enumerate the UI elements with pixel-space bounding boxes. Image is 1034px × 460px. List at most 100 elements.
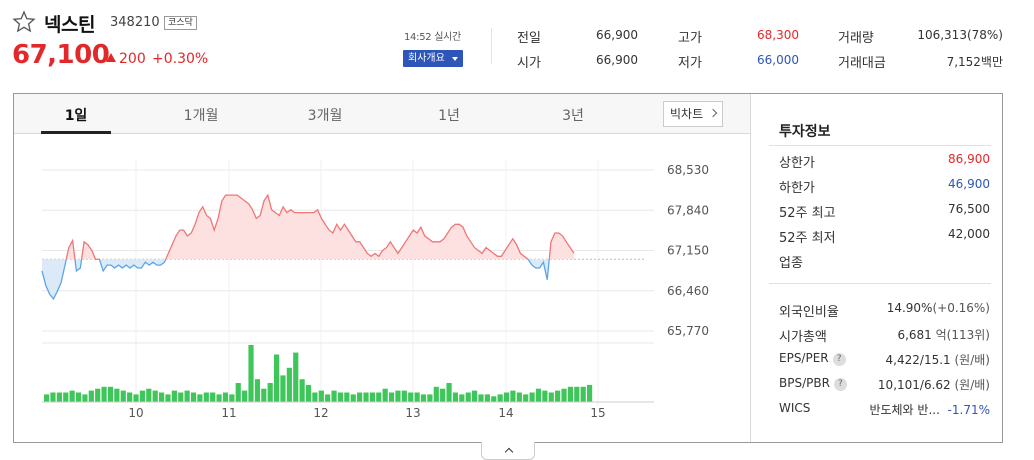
lower-limit-value: 46,900 xyxy=(948,177,990,191)
low52-label: 52주 최저 xyxy=(779,231,836,246)
volume-bar xyxy=(280,375,286,402)
wics-label: WICS xyxy=(779,401,811,415)
tab-1month[interactable]: 1개월 xyxy=(183,108,219,124)
volume-bar xyxy=(408,392,414,402)
tab-3month[interactable]: 3개월 xyxy=(307,108,343,124)
tab-3year[interactable]: 3년 xyxy=(562,108,584,124)
lower-limit-label: 하한가 xyxy=(779,181,815,196)
volume-bar xyxy=(210,392,216,402)
volume-bar xyxy=(216,394,222,402)
y-tick-label: 68,530 xyxy=(667,163,709,177)
volume-bar xyxy=(325,394,331,402)
volume-bar xyxy=(503,392,510,402)
wics-sector[interactable]: 반도체와 반... xyxy=(869,403,940,417)
realtime-label: 14:52 실시간 xyxy=(404,32,461,43)
volume-bar xyxy=(427,394,433,402)
stat-low-label: 저가 xyxy=(678,56,702,71)
volume-bar xyxy=(452,392,459,402)
volume-bar xyxy=(587,384,593,402)
divider xyxy=(769,283,991,284)
x-tick-label: 14 xyxy=(498,406,513,420)
wics-value: 반도체와 반... -1.71% xyxy=(869,401,990,418)
volume-bar xyxy=(388,392,395,402)
volume-bar xyxy=(420,394,427,402)
volume-bar xyxy=(222,392,229,402)
market-badge: 코스닥 xyxy=(164,16,197,30)
volume-bar xyxy=(101,386,107,402)
volume-bar xyxy=(510,390,516,402)
tab-1day[interactable]: 1일 xyxy=(64,108,88,124)
volume-bar xyxy=(152,390,158,402)
current-price: 67,100 xyxy=(12,40,110,70)
tab-1year[interactable]: 1년 xyxy=(438,108,460,124)
company-overview-button[interactable]: 회사개요 xyxy=(403,50,463,67)
foreign-ratio-value: 14.90%(+0.16%) xyxy=(887,301,990,315)
stat-prev-close: 66,900 xyxy=(596,28,638,42)
volume-bar xyxy=(146,388,152,402)
volume-bar xyxy=(261,388,267,402)
high52-value: 76,500 xyxy=(948,202,990,216)
help-icon[interactable]: ? xyxy=(832,353,846,366)
volume-bar xyxy=(401,390,407,402)
volume-bar xyxy=(286,367,292,402)
market-cap-value: 6,681 억(113위) xyxy=(897,326,990,343)
help-icon[interactable]: ? xyxy=(833,378,847,391)
price-line-up xyxy=(65,193,575,260)
price-line-down xyxy=(41,259,550,301)
volume-bar xyxy=(561,388,567,402)
chevron-right-icon xyxy=(708,108,718,118)
volume-bar xyxy=(567,386,574,402)
eps-per-label: EPS/PER? xyxy=(779,351,846,366)
volume-bar xyxy=(484,394,490,402)
x-tick-label: 13 xyxy=(405,406,420,420)
volume-bar xyxy=(497,394,503,402)
volume-bar xyxy=(242,390,248,402)
stock-code: 348210 xyxy=(110,15,160,30)
volume-bar xyxy=(88,390,94,402)
low52-value: 42,000 xyxy=(948,227,990,241)
bps-pbr-value: 10,101/6.62 (원/배) xyxy=(878,376,990,393)
stat-volume-label: 거래량 xyxy=(838,31,874,46)
foreign-ratio: 14.90% xyxy=(886,301,933,315)
volume-bar xyxy=(318,390,324,402)
bps-pbr-text: BPS/PBR xyxy=(779,376,830,390)
volume-bar xyxy=(165,394,171,402)
invest-info-title: 투자정보 xyxy=(779,124,831,140)
divider xyxy=(769,145,991,146)
volume-bar xyxy=(254,379,260,402)
market-cap-label: 시가총액 xyxy=(779,330,827,345)
volume-bar xyxy=(363,392,369,402)
eps-per-unit: (원/배) xyxy=(954,353,991,367)
y-tick-label: 66,460 xyxy=(667,284,709,298)
volume-bar xyxy=(56,392,62,402)
volume-bar xyxy=(344,392,350,402)
price-chart[interactable]: 68,530 67,840 67,150 66,460 65,770 10 11 12 13 14… xyxy=(14,135,749,441)
volume-bar xyxy=(350,394,356,402)
collapse-toggle[interactable] xyxy=(481,442,535,460)
up-arrow-icon xyxy=(106,53,116,62)
volume-bar xyxy=(267,383,273,402)
volume-bar xyxy=(440,388,446,402)
divider xyxy=(491,28,492,64)
volume-bar xyxy=(133,394,139,402)
x-tick-label: 10 xyxy=(128,406,143,420)
favorite-star-icon[interactable] xyxy=(12,10,36,34)
volume-bar xyxy=(331,390,337,402)
volume-bar xyxy=(555,390,561,402)
bigchart-button[interactable]: 빅차트 xyxy=(663,101,723,127)
volume-bar xyxy=(542,390,548,402)
eps-per-text: EPS/PER xyxy=(779,351,829,365)
volume-bar xyxy=(305,384,312,402)
volume-bar xyxy=(446,383,452,402)
volume-bar xyxy=(337,392,344,402)
stat-open-label: 시가 xyxy=(517,56,541,71)
market-cap-unit: 억(113위) xyxy=(935,328,990,342)
volume-bar xyxy=(459,394,465,402)
volume-bar xyxy=(312,392,318,402)
volume-bar xyxy=(580,386,586,402)
stat-open: 66,900 xyxy=(596,53,638,67)
volume-bar xyxy=(44,394,50,402)
volume-bar xyxy=(171,390,177,402)
upper-limit-label: 상한가 xyxy=(779,156,815,171)
volume-bar xyxy=(414,392,420,402)
